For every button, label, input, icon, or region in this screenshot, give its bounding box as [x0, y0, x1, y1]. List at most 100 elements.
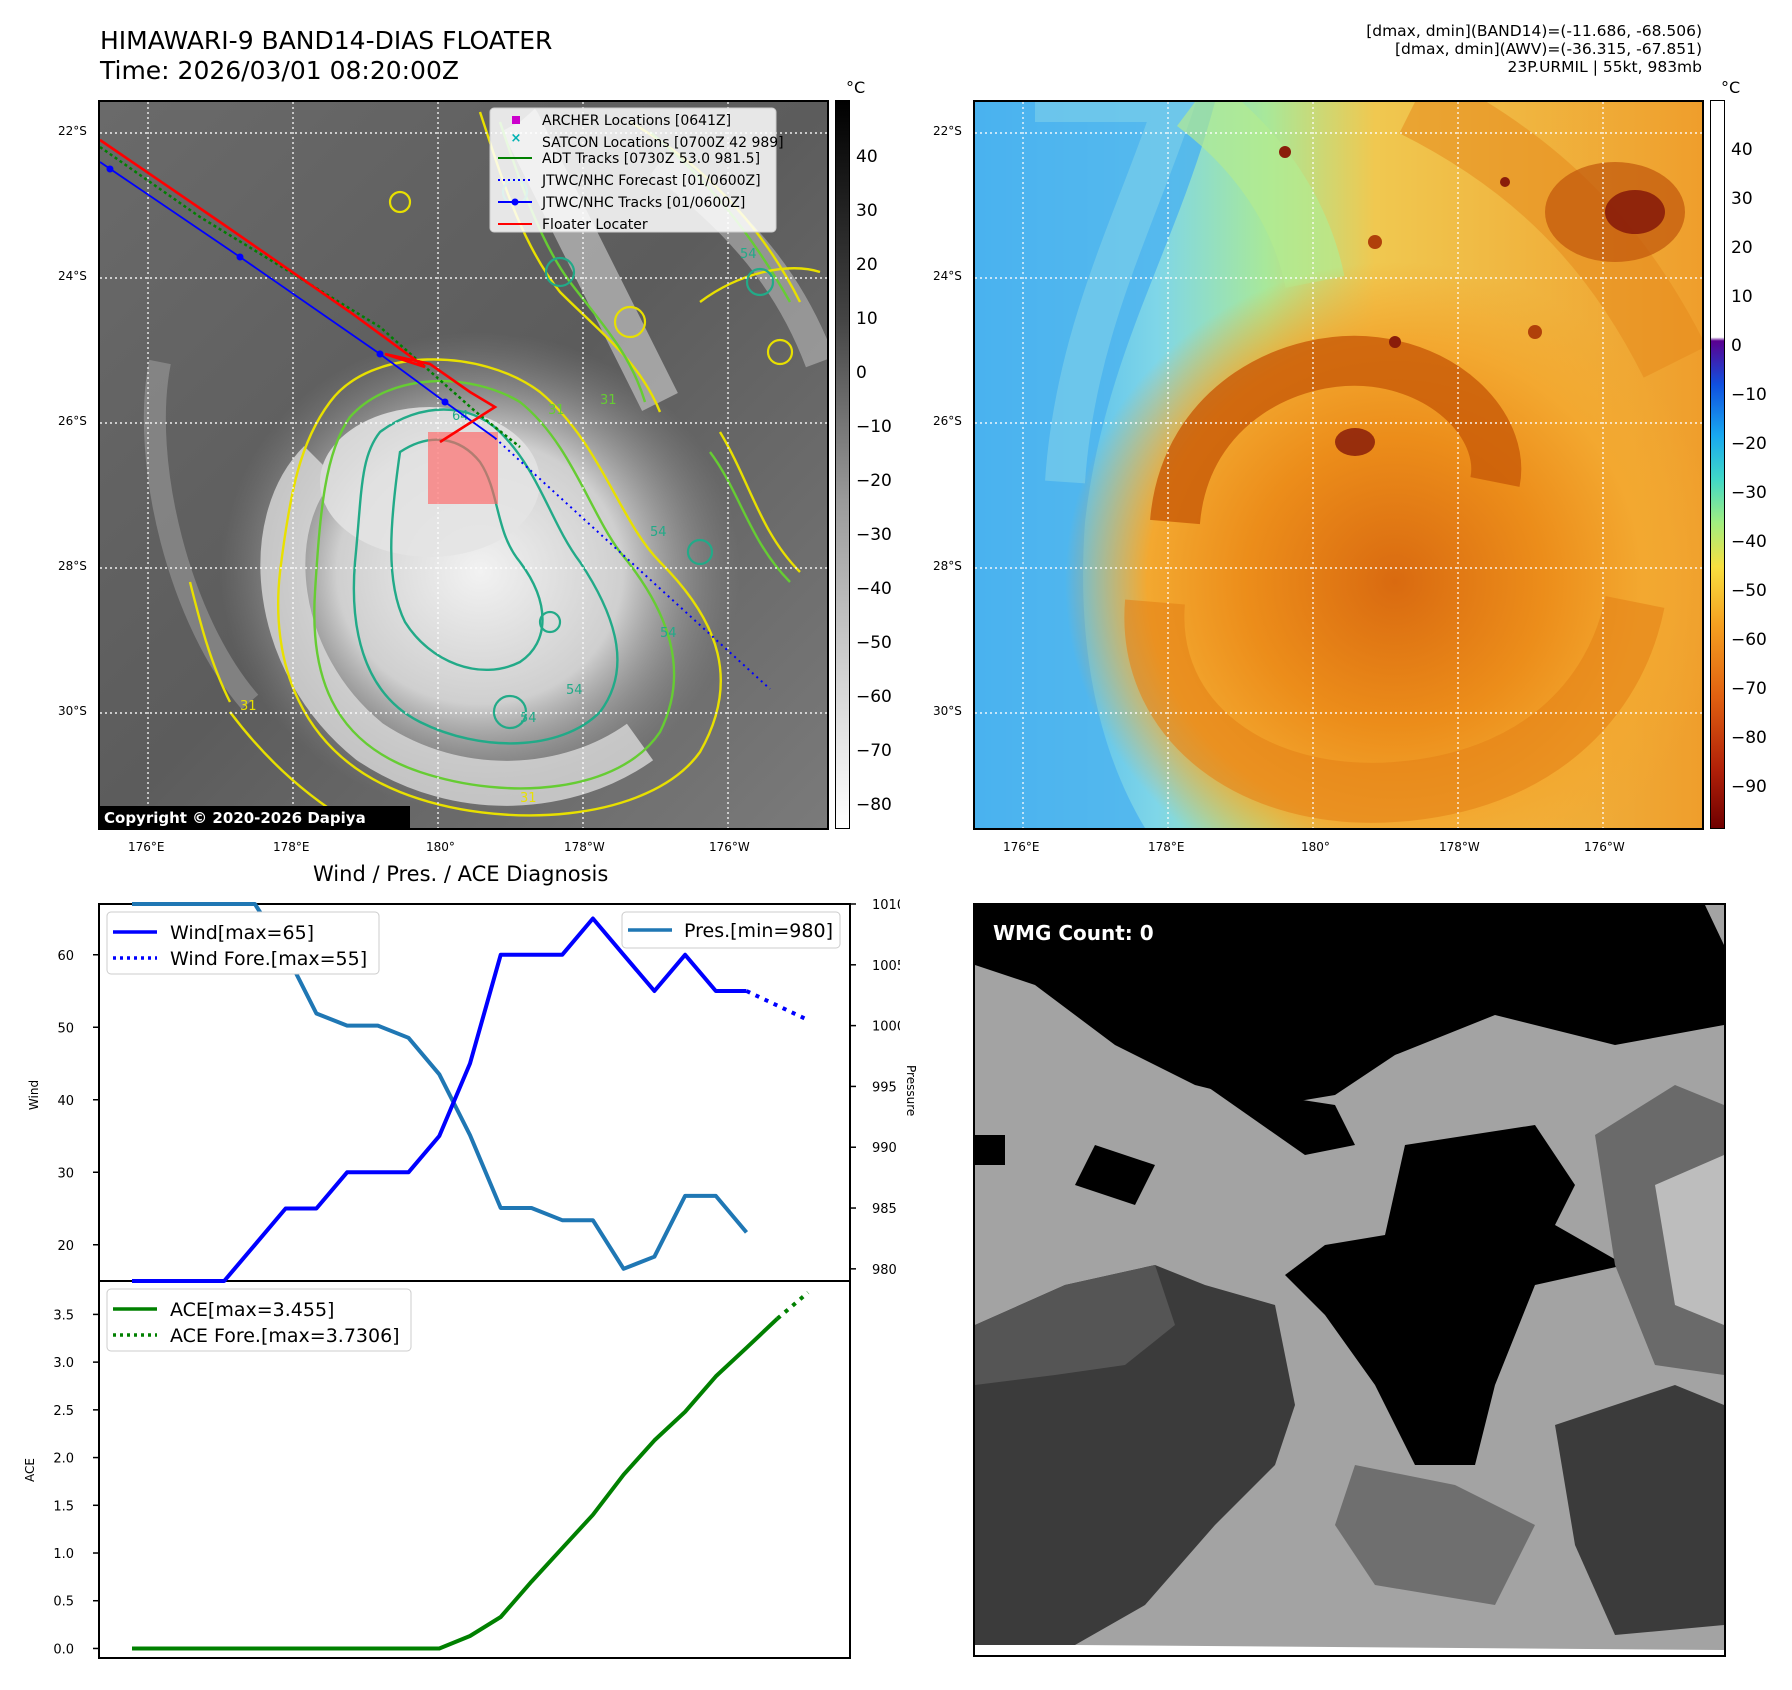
right-lat-label: 30°S	[933, 704, 962, 718]
wind-forecast-series-line	[745, 989, 809, 1022]
colorbar-tick: −60	[856, 687, 892, 707]
colorbar-tick: −40	[1731, 532, 1767, 552]
archer-marker-icon	[512, 116, 520, 124]
contour-label: 31	[548, 403, 565, 418]
right-lon-label: 178°E	[1148, 840, 1185, 854]
contour-label: 31	[240, 699, 257, 714]
colorbar-tick: 40	[856, 147, 878, 167]
contour-label: 54	[566, 683, 583, 698]
jtwc-forecast-track	[494, 437, 771, 690]
legend-wind-forecast: Wind Fore.[max=55]	[170, 948, 367, 970]
left-lon-label: 176°W	[709, 840, 750, 854]
map-legend: × ARCHER Locations [0641Z] SATCON Locati…	[489, 107, 784, 233]
right-lon-label: 180°	[1301, 840, 1330, 854]
legend-floater: Floater Locater	[542, 217, 648, 233]
floater-box	[428, 432, 498, 504]
pressure-legend: Pres.[min=980]	[621, 911, 841, 949]
colorbar-tick: 10	[856, 309, 878, 329]
pressure-ytick-label: 995	[872, 1080, 897, 1095]
contour-label: 54	[650, 525, 667, 540]
contour-label: 64	[452, 409, 469, 424]
copyright-label: Copyright © 2020-2026 Dapiya	[104, 809, 366, 827]
wind-ytick-label: 50	[57, 1021, 74, 1036]
contour-label: 54	[740, 247, 757, 262]
legend-jtwc-tracks: JTWC/NHC Tracks [01/0600Z]	[541, 195, 745, 211]
colorbar-tick: −20	[856, 471, 892, 491]
right-lat-label: 28°S	[933, 559, 962, 573]
colorbar-tick: −80	[856, 795, 892, 815]
wind-legend: Wind[max=65] Wind Fore.[max=55]	[106, 911, 380, 975]
colorbar-tick: 30	[1731, 189, 1753, 209]
colorbar-tick: −60	[1731, 630, 1767, 650]
ace-series-line	[132, 1317, 779, 1651]
colorbar-tick: −40	[856, 579, 892, 599]
contour-label: 31	[600, 393, 617, 408]
colorbar-tick: −90	[1731, 777, 1767, 797]
right-lat-label: 26°S	[933, 414, 962, 428]
wind-ytick-label: 30	[57, 1166, 74, 1181]
pressure-ytick-label: 1000	[872, 1020, 900, 1035]
ace-legend: ACE[max=3.455] ACE Fore.[max=3.7306]	[106, 1288, 412, 1352]
contour-label: 54	[520, 711, 537, 726]
ace-ytick-label: 3.0	[53, 1356, 74, 1371]
ace-axis-label: ACE	[23, 1458, 37, 1482]
ace-ytick-label: 2.0	[53, 1452, 74, 1467]
colorbar-tick: 40	[1731, 140, 1753, 160]
right-colorbar-unit: °C	[1721, 78, 1741, 97]
right-lon-label: 176°W	[1584, 840, 1625, 854]
colorbar-tick: −30	[856, 525, 892, 545]
satcon-marker-icon: ×	[511, 131, 522, 146]
colorbar-tick: 30	[856, 201, 878, 221]
right-lon-label: 178°W	[1439, 840, 1480, 854]
awv-map	[975, 102, 1702, 828]
right-lat-label: 24°S	[933, 269, 962, 283]
ace-ytick-label: 0.0	[53, 1642, 74, 1657]
colorbar-tick: 0	[856, 363, 867, 383]
right-lon-label: 176°E	[1003, 840, 1040, 854]
legend-ace: ACE[max=3.455]	[170, 1299, 334, 1321]
colorbar-tick: −50	[856, 633, 892, 653]
band14-map: 31 54 64 31 54 54 54 31 54 31	[100, 102, 827, 828]
wind-ytick-label: 40	[57, 1094, 74, 1109]
left-lon-label: 178°W	[564, 840, 605, 854]
legend-satcon: SATCON Locations [0700Z 42 989]	[542, 135, 784, 151]
pressure-ytick-label: 980	[872, 1263, 897, 1278]
pressure-ytick-label: 985	[872, 1202, 897, 1217]
wmg-count-label: WMG Count: 0	[993, 921, 1154, 945]
band14-map-panel: 31 54 64 31 54 54 54 31 54 31	[98, 100, 829, 830]
left-lat-label: 28°S	[58, 559, 87, 573]
left-lon-label: 176°E	[128, 840, 165, 854]
colorbar-tick: −80	[1731, 728, 1767, 748]
figure-time: Time: 2026/03/01 08:20:00Z	[100, 56, 459, 85]
awv-colorbar	[1710, 100, 1725, 829]
colorbar-tick: −30	[1731, 483, 1767, 503]
figure-title: HIMAWARI-9 BAND14-DIAS FLOATER	[100, 26, 553, 55]
wind-series-line	[132, 916, 747, 1283]
colorbar-tick: 20	[1731, 238, 1753, 258]
left-lat-label: 22°S	[58, 124, 87, 138]
right-lat-label: 22°S	[933, 124, 962, 138]
wmg-panel: WMG Count: 0	[973, 903, 1726, 1657]
info-line-2: [dmax, dmin](AWV)=(-36.315, -67.851)	[1395, 40, 1702, 58]
colorbar-tick: −70	[1731, 679, 1767, 699]
info-line-3: 23P.URMIL | 55kt, 983mb	[1507, 58, 1702, 76]
left-lon-label: 180°	[426, 840, 455, 854]
info-line-1: [dmax, dmin](BAND14)=(-11.686, -68.506)	[1366, 22, 1702, 40]
legend-jtwc-forecast: JTWC/NHC Forecast [01/0600Z]	[541, 173, 761, 189]
pressure-axis-label-rotated: Pressure	[904, 1065, 918, 1117]
legend-adt: ADT Tracks [0730Z 53.0 981.5]	[542, 151, 760, 167]
colorbar-tick: −10	[856, 417, 892, 437]
left-lon-label: 178°E	[273, 840, 310, 854]
ace-ytick-label: 1.0	[53, 1547, 74, 1562]
band14-colorbar	[835, 100, 850, 829]
ace-forecast-series-line	[776, 1290, 810, 1321]
left-colorbar-unit: °C	[846, 78, 866, 97]
ace-ytick-label: 3.5	[53, 1308, 74, 1323]
pressure-ytick-label: 1005	[872, 959, 900, 974]
colorbar-tick: 0	[1731, 336, 1742, 356]
ace-plot-frame	[98, 1280, 851, 1659]
ace-ytick-label: 1.5	[53, 1499, 74, 1514]
ace-ytick-label: 0.5	[53, 1595, 74, 1610]
pressure-series-line	[132, 902, 749, 1271]
